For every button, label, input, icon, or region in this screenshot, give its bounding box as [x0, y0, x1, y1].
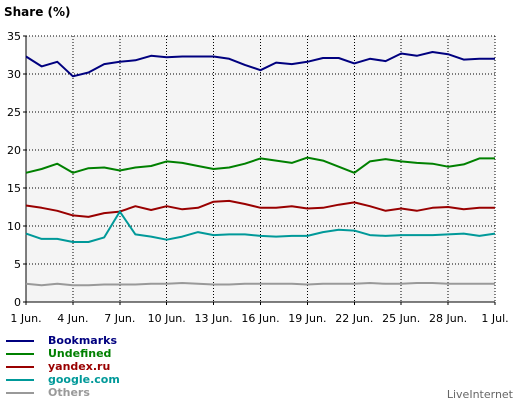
x-tick-label: 19 Jun. — [288, 312, 326, 325]
legend-label: Others — [48, 386, 90, 399]
legend-item-bookmarks: Bookmarks — [6, 334, 120, 347]
legend-swatch — [6, 352, 34, 355]
x-tick-label: 25 Jun. — [382, 312, 420, 325]
x-tick-label: 1 Jul. — [481, 312, 508, 325]
legend-item-others: Others — [6, 386, 120, 399]
x-tick-label: 4 Jun. — [57, 312, 88, 325]
legend-swatch — [6, 339, 34, 342]
series-line-bookmarks — [25, 51, 495, 78]
legend-item-google-com: google.com — [6, 373, 120, 386]
series-line-yandex-ru — [25, 199, 495, 218]
legend-swatch — [6, 365, 34, 368]
y-tick-label: 15 — [7, 182, 21, 195]
legend-item-undefined: Undefined — [6, 347, 120, 360]
x-tick-label: 10 Jun. — [148, 312, 186, 325]
x-tick-label: 7 Jun. — [104, 312, 135, 325]
legend-label: google.com — [48, 373, 120, 386]
y-tick-label: 25 — [7, 106, 21, 119]
y-tick-label: 0 — [14, 296, 21, 309]
legend-label: Bookmarks — [48, 334, 117, 347]
legend-swatch — [6, 378, 34, 381]
legend: Bookmarks Undefined yandex.ru google.com Oth… — [6, 334, 120, 399]
x-tick-label: 1 Jun. — [10, 312, 41, 325]
series-line-others — [25, 282, 495, 287]
y-tick-label: 10 — [7, 220, 21, 233]
y-axis-title: Share (%) — [4, 5, 71, 19]
x-tick-label: 22 Jun. — [335, 312, 373, 325]
y-tick-label: 35 — [7, 30, 21, 43]
series-line-undefined — [25, 156, 495, 174]
y-tick-label: 5 — [14, 258, 21, 271]
y-tick-label: 20 — [7, 144, 21, 157]
liveinternet-logo-text: LiveInternet — [446, 388, 513, 401]
legend-swatch — [6, 391, 34, 394]
series-line-google-com — [25, 210, 496, 243]
x-tick-label: 28 Jun. — [429, 312, 467, 325]
legend-label: yandex.ru — [48, 360, 111, 373]
legend-label: Undefined — [48, 347, 112, 360]
legend-item-yandex-ru: yandex.ru — [6, 360, 120, 373]
x-tick-label: 13 Jun. — [195, 312, 233, 325]
y-tick-label: 30 — [7, 68, 21, 81]
x-tick-label: 16 Jun. — [241, 312, 279, 325]
